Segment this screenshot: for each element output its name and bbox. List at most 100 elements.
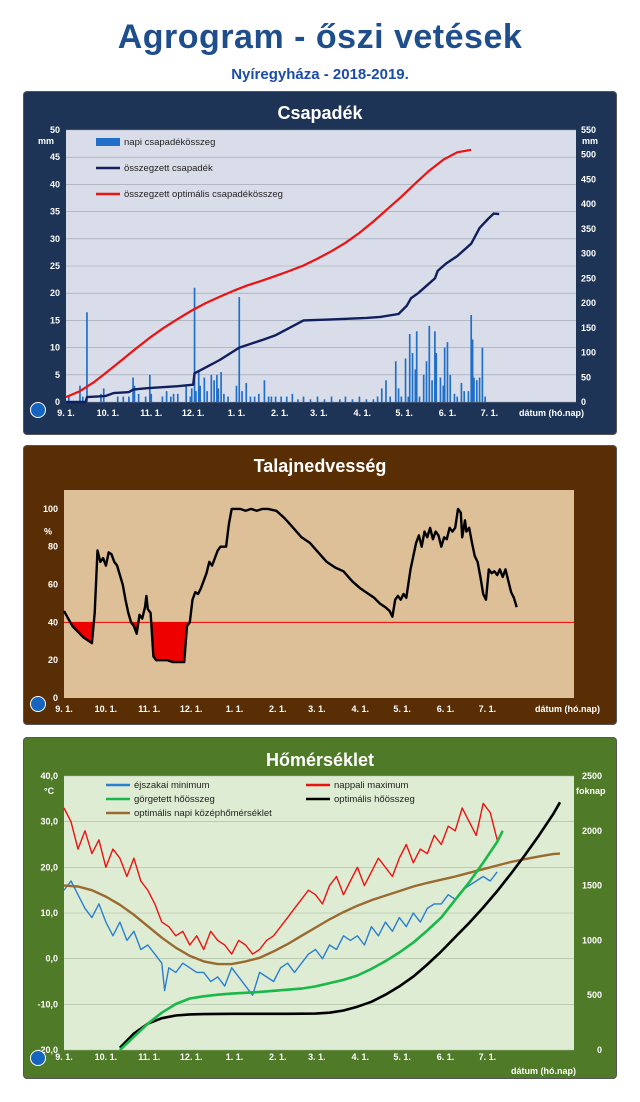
rain-daily-bar [210,374,213,402]
rain-y2-unit-label: mm [582,136,598,146]
rain-daily-bar [189,396,192,402]
rain-daily-bar [460,382,463,402]
rain-daily-bar [150,393,153,402]
soil-moisture-line [62,507,518,664]
rain-daily-bar [176,393,179,402]
rain-y2-tick-label: 150 [581,323,596,333]
weather-service-logo-icon [30,402,46,418]
rain-x-tick-label: 3. 1. [310,408,328,418]
temp-x-tick-label: 9. 1. [55,1052,73,1062]
temp-x-tick-label: 7. 1. [479,1052,497,1062]
rain-daily-bar [372,399,375,402]
rain-y2-tick-label: 50 [581,372,591,382]
rain-daily-bar [425,361,428,402]
rain-daily-bar [463,391,466,402]
rain-x-tick-label: 7. 1. [481,408,499,418]
rain-daily-bar [400,396,403,402]
rain-daily-bar [274,396,277,402]
rain-daily-bar [376,396,379,402]
temp-x-tick-label: 5. 1. [393,1052,411,1062]
temp-cumulative-line [119,830,504,1051]
soil-y-tick-label: 20 [48,655,58,665]
rain-daily-bar [128,396,130,402]
rain-daily-bar [67,396,70,402]
rain-y-tick-label: 45 [50,152,60,162]
rain-y2-tick-label: 0 [581,397,586,407]
rain-daily-bar [415,331,418,402]
soil-x-tick-label: 9. 1. [55,704,73,714]
rain-daily-bar [449,374,452,402]
soil-panel-title: Talajnedvesség [253,456,387,476]
rain-y-tick-label: 30 [50,234,60,244]
rain-daily-bar [267,396,270,402]
temp-x-tick-label: 4. 1. [351,1052,369,1062]
rain-daily-bar [351,399,354,402]
rain-y2-tick-label: 500 [581,150,596,160]
soil-plot-area [64,490,574,698]
rain-daily-bar [446,342,449,402]
rain-daily-bar [411,353,414,402]
rain-daily-bar [122,396,125,402]
temp-y2-tick-label: 2000 [582,826,602,836]
soil-x-tick-label: 6. 1. [437,704,455,714]
temp-x-tick-label: 10. 1. [95,1052,118,1062]
rain-daily-bar [330,396,333,402]
rain-daily-bar [133,385,136,402]
rain-daily-bar [344,396,347,402]
temp-y-unit-label: °C [44,786,55,796]
temp-legend-max-label: nappali maximum [334,780,409,791]
rain-daily-bar [144,396,147,402]
soil-x-tick-label: 3. 1. [308,704,326,714]
rain-daily-bar [193,287,196,402]
rain-cumulative-line [66,212,500,404]
temp-y-tick-label: 40,0 [40,771,58,781]
rain-panel-title: Csapadék [277,103,363,123]
temp-optimal-mean-line [63,852,561,966]
rain-daily-bar [223,393,225,402]
soil-x-tick-label: 2. 1. [269,704,287,714]
temp-chart: -20,0 -10,0 0,0 10,0 20,0 30,0 40,0 0 500 1000 150… [37,771,606,1076]
rain-x-tick-label: 12. 1. [182,408,205,418]
temp-y-tick-label: 30,0 [40,817,58,827]
temp-x-tick-label: 1. 1. [226,1052,244,1062]
temp-panel: Hőmérséklet -20,0 -10,0 0,0 10,0 20,0 30,0 40,… [24,738,616,1078]
temp-x-tick-label: 2. 1. [269,1052,287,1062]
soil-x-axis-label: dátum (hó.nap) [535,704,600,714]
rain-y-tick-label: 0 [55,397,60,407]
temp-x-tick-label: 12. 1. [180,1052,203,1062]
soil-y-tick-label: 0 [53,693,58,703]
soil-x-tick-label: 11. 1. [138,704,160,714]
rain-daily-bar [443,347,446,402]
rain-y2-tick-label: 100 [581,348,596,358]
soil-x-tick-label: 12. 1. [180,704,203,714]
rain-daily-bar [161,396,164,402]
rain-daily-bar [206,391,208,402]
temp-legend-min-label: éjszakai minimum [134,780,210,791]
rain-daily-bar [394,361,397,402]
rain-daily-bar [235,385,238,402]
rain-y2-tick-label: 200 [581,298,596,308]
rain-daily-bar [404,358,407,402]
temp-y2-tick-label: 2500 [582,771,602,781]
weather-service-logo-icon [30,1050,46,1066]
rain-daily-bar [257,393,260,402]
rain-daily-bar [478,377,481,402]
rain-daily-bar [199,385,201,402]
soil-y-tick-label: 100 [43,504,58,514]
temp-y2-tick-label: 0 [597,1045,602,1055]
rain-daily-bar [481,347,484,402]
rain-daily-bar [217,388,220,402]
rain-daily-bar [81,396,84,402]
rain-daily-bar [291,393,294,402]
rain-daily-bar [216,374,218,402]
rain-daily-bar [467,391,470,402]
rain-x-tick-label: 9. 1. [57,408,75,418]
rain-legend-daily-swatch [96,138,120,146]
rain-daily-bar [86,312,88,402]
soil-x-tick-label: 1. 1. [226,704,244,714]
temp-max-line [63,802,498,955]
rain-x-tick-label: 11. 1. [140,408,162,418]
rain-daily-bar [439,377,442,402]
rain-y-tick-label: 40 [50,179,60,189]
rain-y-tick-label: 35 [50,207,60,217]
